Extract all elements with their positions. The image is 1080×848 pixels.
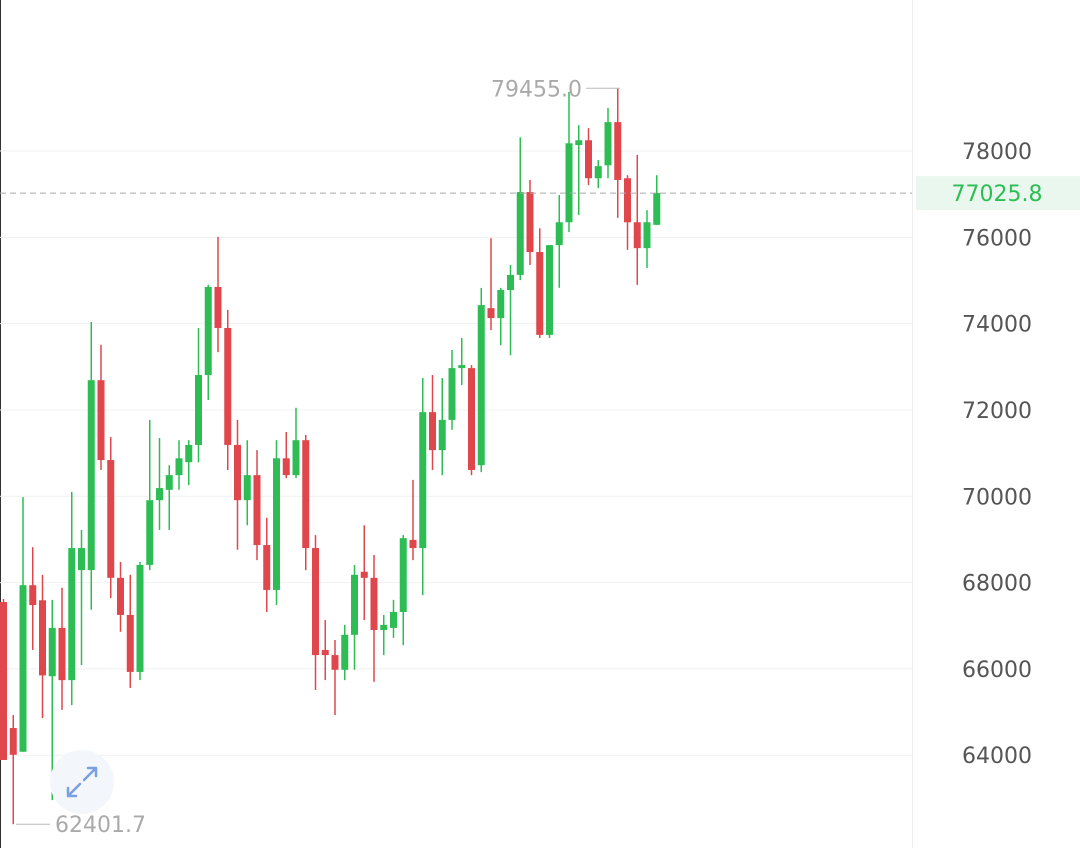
candle-body <box>48 627 56 677</box>
candle-body <box>195 375 202 445</box>
candle-body <box>643 222 651 249</box>
candle-body <box>185 444 193 463</box>
candle-body <box>78 548 85 571</box>
candle-body <box>526 192 534 253</box>
candle-body <box>507 274 514 291</box>
candle-body <box>370 577 378 631</box>
candle-body <box>516 192 524 275</box>
expand-bg[interactable] <box>50 750 114 814</box>
candle-body <box>468 368 475 470</box>
candle-body <box>341 634 349 670</box>
candle-body <box>477 305 485 466</box>
candle-body <box>555 222 563 246</box>
candle-body <box>156 488 163 501</box>
candle-body <box>360 571 368 578</box>
candle-body <box>39 600 46 676</box>
candle-body <box>302 440 310 549</box>
y-tick-label: 68000 <box>962 572 1032 597</box>
candle-body <box>390 611 397 628</box>
candle-body <box>487 308 495 319</box>
candle-body <box>273 458 280 590</box>
candle-body <box>380 624 388 631</box>
candle-body <box>312 548 319 656</box>
y-tick-label: 72000 <box>962 399 1032 424</box>
candle-body <box>546 245 553 335</box>
candle-body <box>97 380 105 461</box>
candle-body <box>107 460 115 578</box>
candle-body <box>224 327 232 445</box>
candle-body <box>214 286 222 328</box>
candle-body <box>204 286 212 376</box>
candle-body <box>165 475 173 490</box>
candle-body <box>0 602 7 760</box>
y-tick-label: 64000 <box>962 744 1032 769</box>
candle-body <box>429 412 436 451</box>
y-tick-label: 74000 <box>962 313 1032 338</box>
candle-body <box>58 627 66 681</box>
candle-body <box>68 548 76 681</box>
y-tick-label: 78000 <box>962 140 1032 165</box>
candle-body <box>126 614 134 672</box>
candle-body <box>253 475 261 546</box>
candle-body <box>175 458 183 476</box>
candle-body <box>87 380 95 571</box>
high-label: 79455.0 <box>491 77 582 102</box>
candle-body <box>321 649 329 656</box>
candle-body <box>146 500 154 565</box>
candle-body <box>263 545 271 590</box>
candle-body <box>614 122 622 180</box>
candle-body <box>585 140 592 179</box>
y-tick-label: 76000 <box>962 226 1032 251</box>
candle-body <box>409 539 417 549</box>
candle-body <box>243 475 251 501</box>
candle-body <box>29 585 37 606</box>
candle-body <box>575 140 583 146</box>
candle-body <box>458 365 466 369</box>
y-tick-label: 70000 <box>962 485 1032 510</box>
candle-body <box>633 222 641 249</box>
expand-icon[interactable] <box>66 766 98 798</box>
candle-body <box>117 577 124 615</box>
last-price-label: 77025.8 <box>952 182 1043 207</box>
candle-body <box>9 728 17 755</box>
candle-body <box>653 193 661 225</box>
low-label: 62401.7 <box>55 813 146 838</box>
candle-body <box>351 574 358 635</box>
candle-body <box>497 290 505 319</box>
candle-body <box>624 178 631 223</box>
candle-body <box>448 368 456 420</box>
candle-body <box>536 252 544 335</box>
candle-body <box>399 538 407 612</box>
candle-body <box>331 655 339 670</box>
candle-body <box>282 458 290 476</box>
last-price-box <box>916 176 1080 211</box>
candle-body <box>604 122 612 166</box>
candle-body <box>419 412 427 549</box>
candle-body <box>594 166 602 179</box>
candle-body <box>234 444 241 501</box>
candle-body <box>136 564 144 672</box>
candle-body <box>438 419 446 451</box>
candle-body <box>565 143 573 223</box>
y-tick-label: 66000 <box>962 658 1032 683</box>
expand-button[interactable] <box>50 750 114 814</box>
candle-body <box>292 440 300 476</box>
candle-body <box>19 585 27 752</box>
